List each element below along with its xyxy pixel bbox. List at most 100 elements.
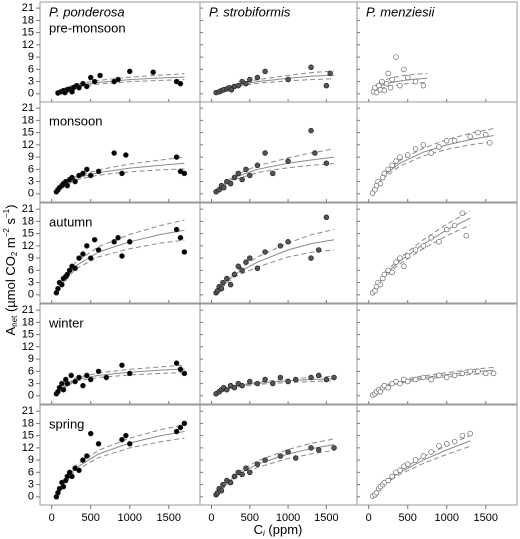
x-tick-label: 0 bbox=[49, 512, 55, 524]
data-point bbox=[68, 372, 74, 379]
data-point bbox=[420, 142, 427, 148]
y-tick-label: 0 bbox=[28, 491, 34, 503]
y-tick-label: 21 bbox=[22, 102, 34, 114]
data-point bbox=[84, 243, 90, 249]
data-point bbox=[377, 281, 384, 288]
data-point bbox=[404, 253, 411, 259]
data-point bbox=[235, 170, 242, 177]
data-point bbox=[115, 234, 121, 241]
data-point bbox=[243, 80, 249, 87]
data-point bbox=[292, 376, 299, 383]
data-point bbox=[91, 236, 98, 243]
data-point bbox=[331, 445, 337, 451]
data-point bbox=[483, 131, 489, 138]
data-point bbox=[173, 154, 180, 160]
data-point bbox=[220, 279, 226, 286]
y-tick-label: 12 bbox=[22, 240, 34, 252]
data-point bbox=[463, 232, 470, 239]
data-point bbox=[115, 76, 121, 83]
ci-curve bbox=[55, 239, 185, 294]
data-point bbox=[119, 362, 125, 368]
data-point bbox=[181, 170, 188, 177]
data-point bbox=[379, 78, 385, 85]
data-point bbox=[451, 372, 458, 379]
x-label-part: i bbox=[263, 529, 265, 538]
data-point bbox=[412, 457, 419, 463]
data-point bbox=[84, 83, 90, 90]
y-tick-label: 6 bbox=[28, 163, 34, 175]
data-point bbox=[436, 372, 442, 379]
x-tick-label: 1500 bbox=[314, 512, 338, 524]
y-tick-label: 18 bbox=[22, 14, 34, 26]
data-point bbox=[486, 140, 493, 146]
ci-curve bbox=[214, 229, 335, 293]
x-tick-label: 1000 bbox=[118, 512, 142, 524]
y-tick-label: 18 bbox=[22, 417, 34, 429]
y-tick-label: 3 bbox=[28, 75, 34, 87]
data-point bbox=[59, 281, 65, 288]
data-point bbox=[59, 380, 65, 387]
data-point bbox=[243, 259, 249, 265]
fit-curve bbox=[55, 229, 185, 294]
data-point bbox=[72, 265, 78, 272]
data-point bbox=[262, 68, 268, 75]
ci-curve bbox=[372, 445, 471, 496]
data-point bbox=[239, 176, 245, 183]
data-point bbox=[254, 461, 261, 467]
data-point bbox=[381, 170, 388, 177]
data-point bbox=[323, 160, 330, 166]
data-point bbox=[80, 170, 86, 177]
panel: 0 500 1000 1500 bbox=[356, 404, 518, 524]
data-point bbox=[377, 389, 384, 395]
data-point bbox=[436, 144, 442, 150]
data-point bbox=[177, 366, 184, 373]
data-point bbox=[393, 259, 399, 265]
data-point bbox=[87, 255, 94, 261]
y-tick-label: 18 bbox=[22, 316, 34, 328]
data-point bbox=[127, 68, 133, 75]
data-point bbox=[55, 285, 61, 292]
data-point bbox=[76, 374, 82, 381]
data-point bbox=[428, 376, 434, 383]
data-point bbox=[80, 457, 86, 463]
data-point bbox=[385, 166, 391, 173]
y-tick-label: 15 bbox=[22, 430, 34, 442]
y-tick-label: 9 bbox=[28, 51, 34, 63]
x-tick-label: 1000 bbox=[435, 512, 459, 524]
x-tick-label: 500 bbox=[241, 512, 259, 524]
data-point bbox=[308, 64, 314, 71]
y-label-part: A bbox=[3, 326, 18, 335]
panel-frame bbox=[356, 101, 518, 203]
data-point bbox=[76, 84, 82, 91]
data-point bbox=[181, 249, 188, 255]
data-point bbox=[262, 249, 268, 255]
data-point bbox=[277, 374, 284, 381]
data-point bbox=[231, 271, 238, 278]
ci-curve bbox=[214, 438, 335, 495]
data-point bbox=[123, 152, 129, 158]
x-axis-label: Ci (ppm) bbox=[254, 522, 303, 538]
y-tick-label: 15 bbox=[22, 27, 34, 39]
y-label-part: s bbox=[3, 218, 18, 229]
data-point bbox=[239, 382, 245, 389]
ci-curve bbox=[55, 372, 185, 395]
season-label: pre-monsoon bbox=[49, 20, 126, 35]
season-label: winter bbox=[48, 315, 84, 330]
data-point bbox=[254, 162, 261, 169]
data-point bbox=[119, 170, 125, 177]
y-tick-label: 3 bbox=[28, 276, 34, 288]
panel bbox=[199, 202, 358, 304]
data-point bbox=[127, 441, 133, 447]
data-point bbox=[397, 82, 403, 89]
x-label-part: (ppm) bbox=[265, 522, 303, 537]
x-tick-label: 1500 bbox=[157, 512, 181, 524]
data-point bbox=[490, 370, 497, 377]
data-point bbox=[247, 76, 253, 83]
data-point bbox=[119, 436, 125, 443]
data-point bbox=[127, 370, 133, 377]
data-point bbox=[64, 182, 71, 189]
y-label-part: −2 bbox=[2, 228, 11, 238]
